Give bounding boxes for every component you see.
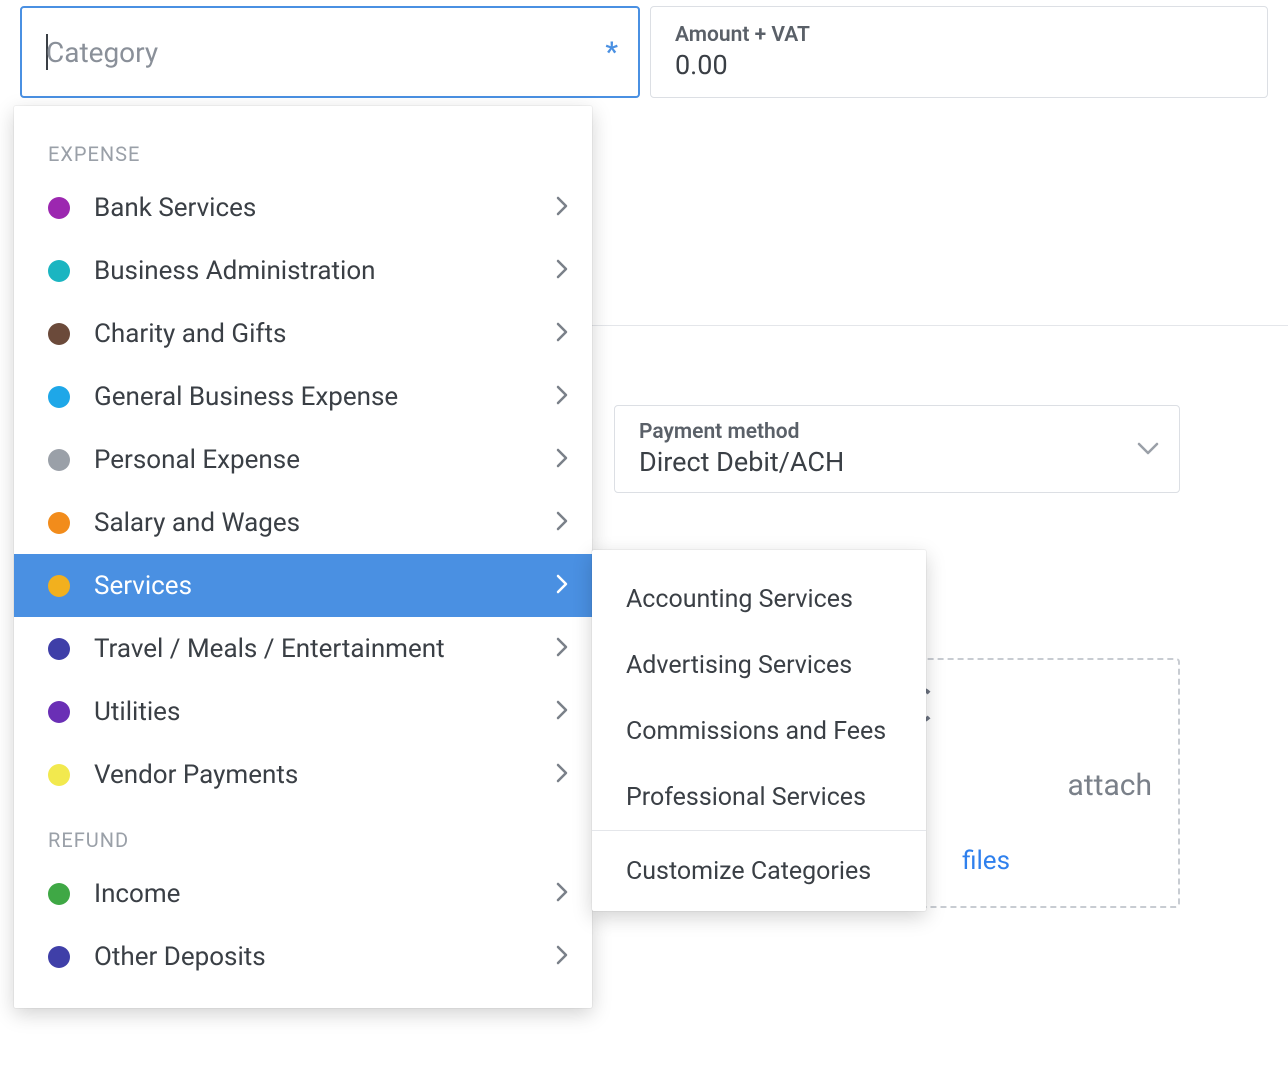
customize-categories-item[interactable]: Customize Categories [592, 831, 926, 911]
category-input[interactable]: Category * [20, 6, 640, 98]
category-item[interactable]: Services [14, 554, 592, 617]
chevron-right-icon [554, 508, 570, 538]
category-item-label: Vendor Payments [94, 760, 554, 790]
chevron-right-icon [554, 571, 570, 601]
category-color-dot-icon [48, 946, 70, 968]
category-color-dot-icon [48, 701, 70, 723]
chevron-down-icon [1137, 442, 1159, 456]
category-item[interactable]: Charity and Gifts [14, 302, 592, 365]
chevron-right-icon [554, 634, 570, 664]
submenu-item[interactable]: Accounting Services [592, 566, 926, 632]
category-color-dot-icon [48, 386, 70, 408]
dropdown-section-header: REFUND [14, 806, 592, 862]
submenu-item[interactable]: Advertising Services [592, 632, 926, 698]
category-color-dot-icon [48, 260, 70, 282]
required-star-icon: * [605, 36, 618, 69]
attachment-hint: attach [1068, 768, 1153, 803]
payment-method-value: Direct Debit/ACH [639, 446, 1155, 478]
category-item-label: Utilities [94, 697, 554, 727]
chevron-right-icon [554, 879, 570, 909]
category-item-label: Income [94, 879, 554, 909]
category-color-dot-icon [48, 764, 70, 786]
category-color-dot-icon [48, 638, 70, 660]
category-item[interactable]: Utilities [14, 680, 592, 743]
category-item-label: General Business Expense [94, 382, 554, 412]
chevron-right-icon [554, 193, 570, 223]
payment-method-select[interactable]: Payment method Direct Debit/ACH [614, 405, 1180, 493]
chevron-right-icon [554, 319, 570, 349]
amount-input[interactable]: Amount + VAT 0.00 [650, 6, 1268, 98]
dropdown-section-header: EXPENSE [14, 134, 592, 176]
amount-label: Amount + VAT [675, 23, 1243, 47]
category-submenu: Accounting ServicesAdvertising ServicesC… [592, 550, 926, 911]
submenu-item[interactable]: Professional Services [592, 764, 926, 830]
chevron-right-icon [554, 697, 570, 727]
section-divider [590, 325, 1288, 326]
category-item[interactable]: General Business Expense [14, 365, 592, 428]
chevron-right-icon [554, 942, 570, 972]
category-item[interactable]: Income [14, 862, 592, 925]
category-placeholder: Category [46, 36, 158, 69]
amount-value: 0.00 [675, 49, 1243, 81]
chevron-right-icon [554, 256, 570, 286]
category-item[interactable]: Salary and Wages [14, 491, 592, 554]
category-item-label: Services [94, 571, 554, 601]
category-item[interactable]: Travel / Meals / Entertainment [14, 617, 592, 680]
category-dropdown: EXPENSE Bank Services Business Administrat… [14, 106, 592, 1008]
chevron-right-icon [554, 445, 570, 475]
browse-files-link[interactable]: files [962, 846, 1010, 876]
payment-method-label: Payment method [639, 420, 1155, 444]
category-color-dot-icon [48, 883, 70, 905]
category-item[interactable]: Vendor Payments [14, 743, 592, 806]
category-item[interactable]: Bank Services [14, 176, 592, 239]
category-item-label: Business Administration [94, 256, 554, 286]
category-item-label: Charity and Gifts [94, 319, 554, 349]
submenu-item[interactable]: Commissions and Fees [592, 698, 926, 764]
category-color-dot-icon [48, 575, 70, 597]
category-item-label: Bank Services [94, 193, 554, 223]
category-item-label: Travel / Meals / Entertainment [94, 634, 554, 664]
category-color-dot-icon [48, 512, 70, 534]
category-item[interactable]: Business Administration [14, 239, 592, 302]
category-item[interactable]: Other Deposits [14, 925, 592, 988]
category-color-dot-icon [48, 197, 70, 219]
chevron-right-icon [554, 760, 570, 790]
category-item-label: Personal Expense [94, 445, 554, 475]
category-color-dot-icon [48, 323, 70, 345]
category-item-label: Other Deposits [94, 942, 554, 972]
category-color-dot-icon [48, 449, 70, 471]
category-item[interactable]: Personal Expense [14, 428, 592, 491]
chevron-right-icon [554, 382, 570, 412]
category-item-label: Salary and Wages [94, 508, 554, 538]
